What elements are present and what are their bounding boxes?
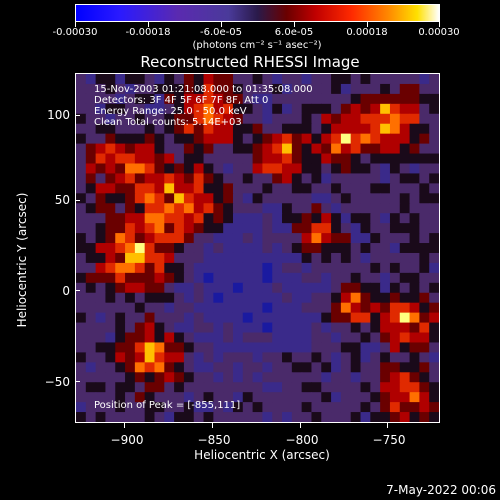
reconstructed-image (76, 74, 439, 422)
colorbar-tick (221, 22, 222, 27)
info-time-range: 15-Nov-2003 01:21:08.000 to 01:35:08.000 (94, 84, 313, 95)
colorbar-unit-label: (photons cm⁻² s⁻¹ asec⁻²) (192, 40, 322, 51)
x-axis-title: Heliocentric X (arcsec) (194, 448, 330, 462)
plot-title: Reconstructed RHESSI Image (140, 53, 360, 71)
image-plot-area: 15-Nov-2003 01:21:08.000 to 01:35:08.000… (75, 73, 440, 423)
y-axis-tick (75, 115, 80, 116)
colorbar-tick-label: -0.00018 (125, 27, 171, 38)
info-peak-position: Position of Peak = [-855,111] (94, 400, 241, 411)
x-axis-tick (212, 423, 213, 428)
y-axis-tick-label: 50 (54, 193, 70, 207)
y-axis-title: Heliocentric Y (arcsec) (15, 192, 29, 328)
y-axis-tick-label: 100 (47, 108, 70, 122)
info-detectors: Detectors: 3F 4F 5F 6F 7F 8F, Att 0 (94, 95, 269, 106)
colorbar-tick-label: 6.0e-05 (274, 27, 314, 38)
colorbar-tick (294, 22, 295, 27)
colorbar-tick-label: -0.00030 (52, 27, 98, 38)
y-axis-tick-label: 0 (62, 284, 70, 298)
plot-date-stamp: 7-May-2022 00:06 (386, 483, 496, 497)
info-energy-range: Energy Range: 25.0 - 50.0 keV (94, 106, 247, 117)
x-axis-tick (124, 423, 125, 428)
y-axis-tick (75, 290, 80, 291)
colorbar-tick-label: 0.00018 (346, 27, 388, 38)
colorbar (75, 4, 440, 22)
y-axis-tick (75, 381, 80, 382)
x-axis-tick-label: −800 (285, 433, 319, 447)
colorbar-tick (367, 22, 368, 27)
y-axis-tick-label: −50 (44, 375, 70, 389)
colorbar-tick (148, 22, 149, 27)
info-clean-counts: Clean Total counts: 5.14E+03 (94, 117, 242, 128)
x-axis-tick-label: −850 (197, 433, 231, 447)
x-axis-tick (300, 423, 301, 428)
y-axis-tick (75, 200, 80, 201)
x-axis-tick (387, 423, 388, 428)
x-axis-tick-label: −750 (372, 433, 406, 447)
colorbar-tick (75, 22, 76, 27)
colorbar-tick (439, 22, 440, 27)
x-axis-tick-label: −900 (110, 433, 144, 447)
colorbar-tick-label: -6.0e-05 (200, 27, 242, 38)
colorbar-tick-label: 0.00030 (418, 27, 460, 38)
